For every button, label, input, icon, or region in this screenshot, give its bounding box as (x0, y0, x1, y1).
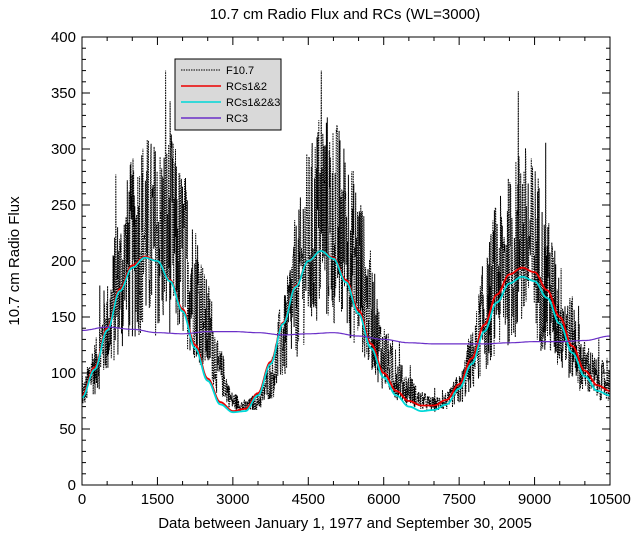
y-tick-label: 50 (59, 421, 76, 438)
x-tick-label: 4500 (292, 491, 325, 508)
y-tick-label: 250 (51, 197, 76, 214)
legend-label: F10.7 (226, 65, 254, 77)
y-tick-label: 0 (68, 477, 76, 494)
y-tick-label: 150 (51, 309, 76, 326)
x-tick-label: 6000 (367, 491, 400, 508)
x-tick-label: 9000 (518, 491, 551, 508)
legend: F10.7 RCs1&2 RCs1&2&3 RC3 (174, 58, 282, 131)
y-tick-label: 200 (51, 253, 76, 270)
x-tick-label: 0 (78, 491, 86, 508)
y-tick-label: 350 (51, 85, 76, 102)
x-tick-label: 1500 (141, 491, 174, 508)
x-axis-label: Data between January 1, 1977 and Septemb… (158, 515, 532, 532)
chart-title: 10.7 cm Radio Flux and RCs (WL=3000) (210, 6, 481, 23)
series-layer (82, 70, 610, 414)
legend-label: RC3 (226, 113, 248, 125)
series-line-f107 (82, 70, 610, 413)
series-line-rc3 (82, 326, 610, 345)
series-line-rcs123 (82, 249, 610, 414)
x-tick-label: 3000 (216, 491, 249, 508)
x-tick-label: 7500 (442, 491, 475, 508)
x-tick-label: 10500 (589, 491, 631, 508)
series-line-rcs12 (82, 249, 610, 413)
y-axis-label: 10.7 cm Radio Flux (6, 196, 23, 326)
y-tick-label: 100 (51, 365, 76, 382)
y-tick-label: 400 (51, 29, 76, 46)
plot-frame (81, 36, 611, 486)
legend-label: RCs1&2 (226, 81, 267, 93)
legend-label: RCs1&2&3 (226, 97, 280, 109)
y-tick-label: 300 (51, 141, 76, 158)
